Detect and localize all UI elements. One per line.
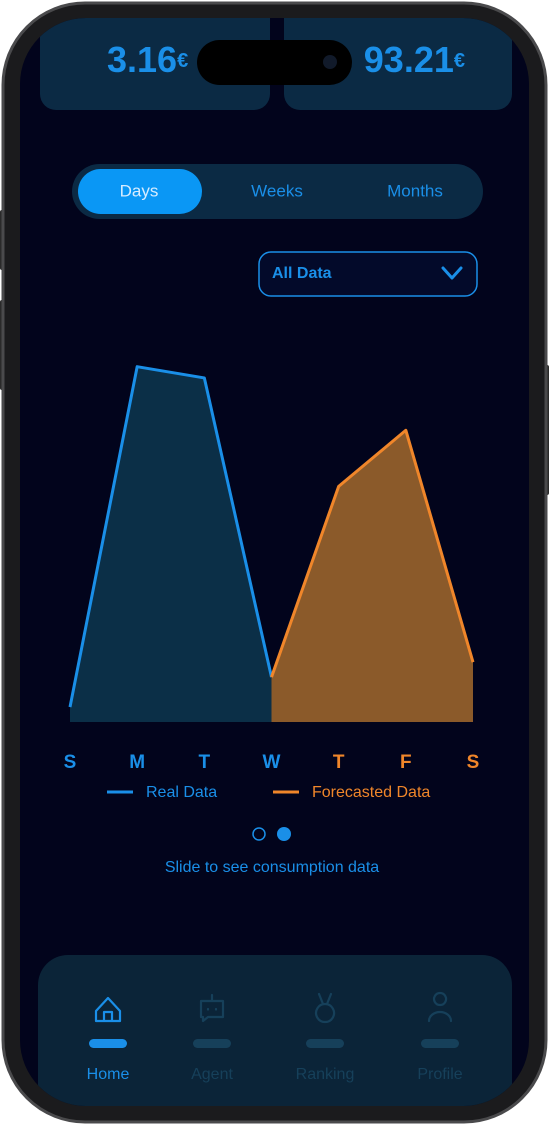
- tab[interactable]: Days: [120, 181, 159, 200]
- card-amount: 93.21€: [364, 39, 465, 80]
- x-tick-label: S: [467, 752, 480, 773]
- line: [68, 365, 273, 708]
- x-tick-label: T: [333, 752, 345, 773]
- page-dot-active[interactable]: [277, 827, 291, 841]
- x-tick-label: F: [400, 752, 412, 773]
- card-amount: 3.16€: [107, 39, 188, 80]
- nav-indicator: [421, 1039, 459, 1048]
- legend-label: Real Data: [146, 784, 217, 801]
- dropdown-label: All Data: [272, 265, 332, 282]
- x-tick-label: M: [129, 752, 145, 773]
- nav-label[interactable]: Home: [87, 1066, 130, 1083]
- x-tick-label: S: [64, 752, 77, 773]
- card: [284, 18, 512, 110]
- nav-bar: [38, 955, 512, 1106]
- nav-icon: [427, 991, 453, 1023]
- nav-label[interactable]: Agent: [191, 1066, 233, 1083]
- area: [271, 430, 473, 722]
- tab[interactable]: Weeks: [251, 181, 303, 200]
- dropdown[interactable]: [258, 251, 478, 297]
- page-dot[interactable]: [252, 827, 266, 841]
- x-tick-label: W: [263, 752, 281, 773]
- x-tick-label: T: [199, 752, 211, 773]
- legend-label: Forecasted Data: [312, 784, 430, 801]
- hint: Slide to see consumption data: [165, 859, 379, 876]
- nav: Home Agent Ranking Profile: [87, 991, 463, 1083]
- dynamic-island: [197, 40, 352, 85]
- dropdown-chevron: [441, 266, 463, 280]
- nav-indicator: [89, 1039, 127, 1048]
- nav-icon: [94, 996, 122, 1023]
- chart: S M T W T F S Real Data Forecasted Data: [64, 365, 480, 801]
- nav-indicator: [193, 1039, 231, 1048]
- nav-indicator: [306, 1039, 344, 1048]
- line: [270, 428, 475, 678]
- nav-label[interactable]: Profile: [417, 1066, 462, 1083]
- nav-icon: [199, 993, 225, 1023]
- screen-content: 3.16€ 93.21€ Days Weeks Months All Data …: [38, 18, 512, 1106]
- camera: [323, 55, 337, 69]
- nav-icon: [314, 992, 336, 1024]
- nav-label[interactable]: Ranking: [296, 1066, 355, 1083]
- tab[interactable]: Months: [387, 181, 443, 200]
- tab-active[interactable]: [78, 169, 202, 214]
